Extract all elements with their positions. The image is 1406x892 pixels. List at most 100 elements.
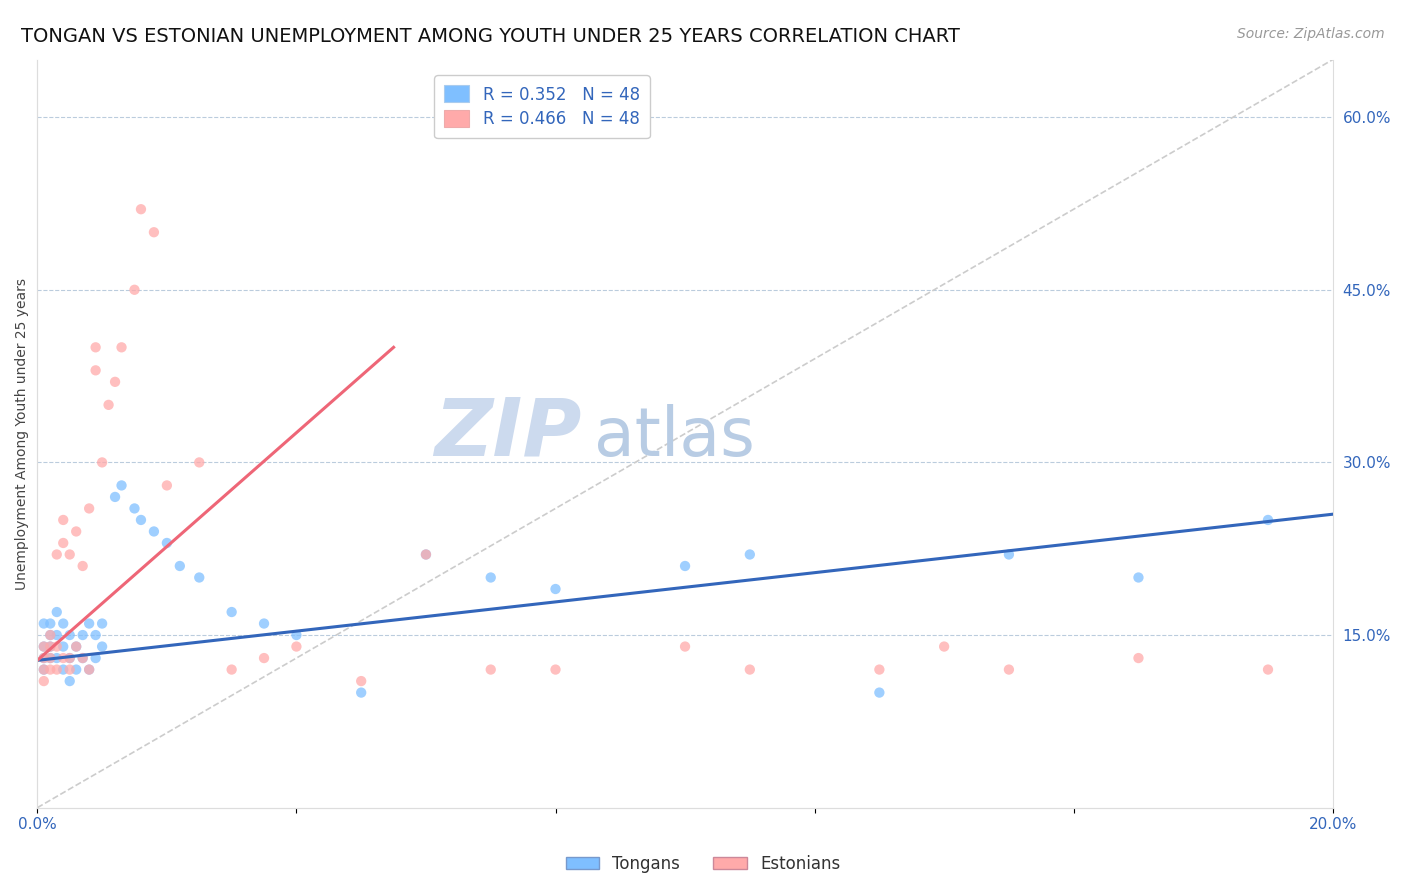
Point xyxy=(52,536,75,550)
Point xyxy=(129,202,152,217)
Point xyxy=(59,663,82,677)
Point xyxy=(738,548,761,562)
Point xyxy=(45,640,67,654)
Point xyxy=(32,651,55,665)
Point xyxy=(39,628,62,642)
Point xyxy=(52,651,75,665)
Point xyxy=(1128,570,1150,584)
Point xyxy=(104,375,127,389)
Point xyxy=(479,570,502,584)
Point xyxy=(32,640,55,654)
Point xyxy=(84,628,107,642)
Point xyxy=(998,548,1021,562)
Point xyxy=(45,548,67,562)
Point xyxy=(91,616,114,631)
Point xyxy=(84,340,107,354)
Point xyxy=(32,616,55,631)
Point xyxy=(285,640,308,654)
Point xyxy=(544,582,567,596)
Point xyxy=(673,559,696,574)
Point xyxy=(350,685,373,699)
Point xyxy=(59,651,82,665)
Text: atlas: atlas xyxy=(595,404,755,470)
Point xyxy=(52,513,75,527)
Point xyxy=(188,455,211,469)
Point xyxy=(221,605,243,619)
Point xyxy=(59,548,82,562)
Point xyxy=(1257,513,1279,527)
Point xyxy=(65,640,87,654)
Text: Source: ZipAtlas.com: Source: ZipAtlas.com xyxy=(1237,27,1385,41)
Point xyxy=(72,651,94,665)
Point xyxy=(77,663,100,677)
Point xyxy=(59,651,82,665)
Point xyxy=(39,640,62,654)
Point xyxy=(156,478,179,492)
Point xyxy=(221,663,243,677)
Point xyxy=(91,640,114,654)
Y-axis label: Unemployment Among Youth under 25 years: Unemployment Among Youth under 25 years xyxy=(15,277,30,590)
Point xyxy=(97,398,120,412)
Point xyxy=(1128,651,1150,665)
Point xyxy=(77,663,100,677)
Point xyxy=(77,501,100,516)
Point xyxy=(142,524,165,539)
Point xyxy=(285,628,308,642)
Point xyxy=(72,559,94,574)
Point xyxy=(65,663,87,677)
Point xyxy=(45,605,67,619)
Point xyxy=(253,616,276,631)
Point xyxy=(45,663,67,677)
Point xyxy=(253,651,276,665)
Point xyxy=(998,663,1021,677)
Point xyxy=(39,616,62,631)
Point xyxy=(84,651,107,665)
Point xyxy=(934,640,956,654)
Point xyxy=(129,513,152,527)
Legend: Tongans, Estonians: Tongans, Estonians xyxy=(560,848,846,880)
Point xyxy=(45,651,67,665)
Point xyxy=(544,663,567,677)
Point xyxy=(868,685,890,699)
Point xyxy=(142,225,165,239)
Text: ZIP: ZIP xyxy=(434,394,582,473)
Point xyxy=(91,455,114,469)
Point xyxy=(39,663,62,677)
Point xyxy=(39,651,62,665)
Point xyxy=(39,651,62,665)
Point xyxy=(52,640,75,654)
Point xyxy=(104,490,127,504)
Point xyxy=(32,640,55,654)
Point xyxy=(415,548,437,562)
Point xyxy=(738,663,761,677)
Point xyxy=(169,559,191,574)
Point xyxy=(868,663,890,677)
Point xyxy=(673,640,696,654)
Point xyxy=(32,651,55,665)
Point xyxy=(72,651,94,665)
Point xyxy=(65,640,87,654)
Point xyxy=(59,674,82,689)
Point xyxy=(479,663,502,677)
Point xyxy=(39,640,62,654)
Point xyxy=(124,283,146,297)
Legend: R = 0.352   N = 48, R = 0.466   N = 48: R = 0.352 N = 48, R = 0.466 N = 48 xyxy=(434,76,650,138)
Point xyxy=(72,628,94,642)
Text: TONGAN VS ESTONIAN UNEMPLOYMENT AMONG YOUTH UNDER 25 YEARS CORRELATION CHART: TONGAN VS ESTONIAN UNEMPLOYMENT AMONG YO… xyxy=(21,27,960,45)
Point xyxy=(45,628,67,642)
Point xyxy=(415,548,437,562)
Point xyxy=(32,674,55,689)
Point xyxy=(110,478,132,492)
Point xyxy=(32,663,55,677)
Point xyxy=(59,628,82,642)
Point xyxy=(65,524,87,539)
Point xyxy=(156,536,179,550)
Point xyxy=(52,616,75,631)
Point xyxy=(350,674,373,689)
Point xyxy=(52,663,75,677)
Point xyxy=(84,363,107,377)
Point xyxy=(188,570,211,584)
Point xyxy=(32,663,55,677)
Point xyxy=(1257,663,1279,677)
Point xyxy=(77,616,100,631)
